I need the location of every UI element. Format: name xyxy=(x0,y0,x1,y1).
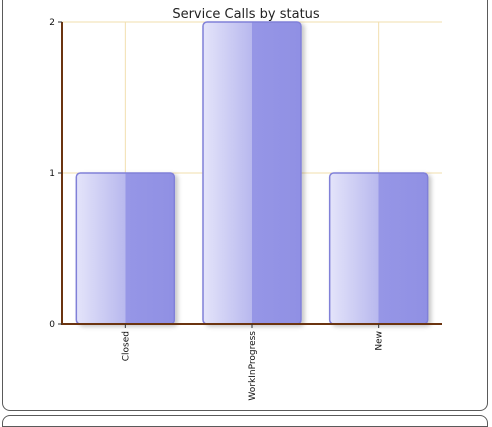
axes-layer xyxy=(58,21,442,328)
x-tick-label-Closed: Closed xyxy=(121,331,131,361)
y-tick-label-2: 2 xyxy=(49,18,55,28)
x-tick-label-WorkInProgress: WorkInProgress xyxy=(248,331,258,401)
y-tick-label-0: 0 xyxy=(49,320,55,330)
bar-WorkInProgress xyxy=(202,21,302,325)
y-tick-label-1: 1 xyxy=(49,169,55,179)
bar-New xyxy=(328,172,429,325)
chart-title: Service Calls by status xyxy=(172,7,320,22)
labels-layer: 0 1 2 Closed WorkInProgress New xyxy=(49,18,384,401)
bar-Closed xyxy=(75,172,176,325)
x-tick-label-New: New xyxy=(375,331,385,351)
bars-layer xyxy=(75,21,429,325)
